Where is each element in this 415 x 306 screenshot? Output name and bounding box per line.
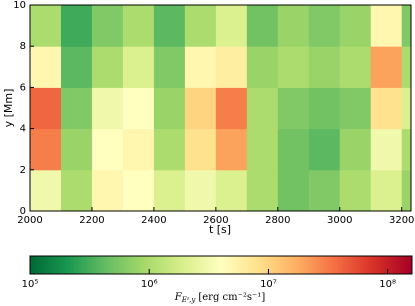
y-axis-label: y [Mm]: [2, 89, 15, 128]
x-tick-label: 2200: [79, 215, 104, 226]
heatmap-cell: [184, 87, 217, 130]
axes: 2000 2200 2400 2600 2800 3000 3200 0 2 4 6 8 10: [13, 0, 414, 226]
heatmap-cell: [91, 87, 124, 130]
label-symbol: F: [174, 292, 183, 303]
heatmap-cell: [184, 46, 217, 88]
y-tick-label: 10: [13, 0, 26, 11]
heatmap-cell: [246, 87, 279, 130]
x-tick-label: 2000: [17, 215, 42, 226]
heatmap-cell: [370, 128, 403, 171]
heatmap-cell: [277, 87, 310, 130]
heatmap-cell: [91, 169, 124, 212]
heatmap-cell: [308, 169, 341, 212]
heatmap-cell: [153, 128, 186, 171]
heatmap-cell: [215, 128, 248, 171]
heatmap-cell: [401, 169, 412, 212]
heatmap-cell: [215, 46, 248, 88]
y-tick-label: 4: [20, 124, 26, 135]
colorbar-tick-label: 10⁵: [22, 279, 39, 290]
heatmap-cell: [370, 46, 403, 88]
x-tick-label: 3200: [389, 215, 414, 226]
heatmap-cell: [401, 87, 412, 130]
heatmap-cell: [122, 5, 155, 47]
x-tick-label: 2400: [141, 215, 166, 226]
heatmap-cell: [153, 46, 186, 88]
heatmap-cell: [277, 169, 310, 212]
heatmap-cell: [246, 46, 279, 88]
x-tick-label: 2600: [203, 215, 228, 226]
heatmap-cell: [246, 169, 279, 212]
heatmap-cell: [308, 46, 341, 88]
label-unit: [erg cm⁻²s⁻¹]: [198, 292, 265, 303]
heatmap-cell: [308, 128, 341, 171]
heatmap-cell: [153, 5, 186, 47]
heatmap-cell: [401, 128, 412, 171]
heatmap-cell: [122, 87, 155, 130]
heatmap-cell: [122, 46, 155, 88]
y-tick-label: 2: [20, 165, 26, 176]
heatmap-cell: [30, 46, 62, 88]
heatmap-cell: [339, 87, 372, 130]
heatmap-cell: [91, 5, 124, 47]
y-tick-label: 6: [20, 82, 26, 93]
plot-frame: [29, 4, 412, 212]
heatmap-cell: [184, 169, 217, 212]
heatmap-cell: [401, 46, 412, 88]
heatmap-cell: [91, 128, 124, 171]
heatmap-cell: [60, 46, 93, 88]
y-tick-label: 0: [20, 206, 26, 217]
heatmap-cell: [60, 169, 93, 212]
heatmap-cell: [153, 169, 186, 212]
x-tick-label: 2800: [265, 215, 290, 226]
heatmap-cell: [215, 169, 248, 212]
heatmap-cell: [277, 128, 310, 171]
heatmap-cell: [215, 5, 248, 47]
heatmap-cell: [401, 5, 412, 47]
heatmap-cell: [184, 128, 217, 171]
heatmap-cell: [215, 87, 248, 130]
heatmap-cell: [60, 128, 93, 171]
heatmap-cell: [60, 87, 93, 130]
heatmap-cell: [30, 128, 62, 171]
heatmap-cell: [246, 5, 279, 47]
heatmap-cell: [308, 87, 341, 130]
heatmap-cell: [277, 5, 310, 47]
colorbar-label: FEᶻ,y [erg cm⁻²s⁻¹]: [174, 292, 266, 305]
colorbar-tick-label: 10⁷: [260, 279, 277, 290]
heatmap-cell: [339, 128, 372, 171]
heatmap-cell: [370, 169, 403, 212]
heatmap-cell: [370, 5, 403, 47]
x-tick-label: 3000: [327, 215, 352, 226]
heatmap-cell: [246, 128, 279, 171]
heatmap-cell: [122, 128, 155, 171]
heatmap-cell: [339, 5, 372, 47]
label-subscript: Eᶻ,y: [181, 296, 197, 304]
heatmap: [30, 5, 412, 212]
heatmap-cell: [122, 169, 155, 212]
colorbar: [29, 255, 413, 275]
heatmap-cell: [370, 87, 403, 130]
y-tick-label: 8: [20, 41, 26, 52]
heatmap-cell: [339, 169, 372, 212]
heatmap-cell: [91, 46, 124, 88]
heatmap-cell: [30, 5, 62, 47]
heatmap-cell: [153, 87, 186, 130]
heatmap-cell: [30, 87, 62, 130]
heatmap-cell: [60, 5, 93, 47]
heatmap-cell: [339, 46, 372, 88]
heatmap-cell: [308, 5, 341, 47]
heatmap-cell: [30, 169, 62, 212]
x-axis-label: t [s]: [209, 223, 231, 236]
colorbar-tick-label: 10⁶: [141, 279, 158, 290]
heatmap-cell: [184, 5, 217, 47]
colorbar-tick-label: 10⁸: [379, 279, 396, 290]
heatmap-cell: [277, 46, 310, 88]
